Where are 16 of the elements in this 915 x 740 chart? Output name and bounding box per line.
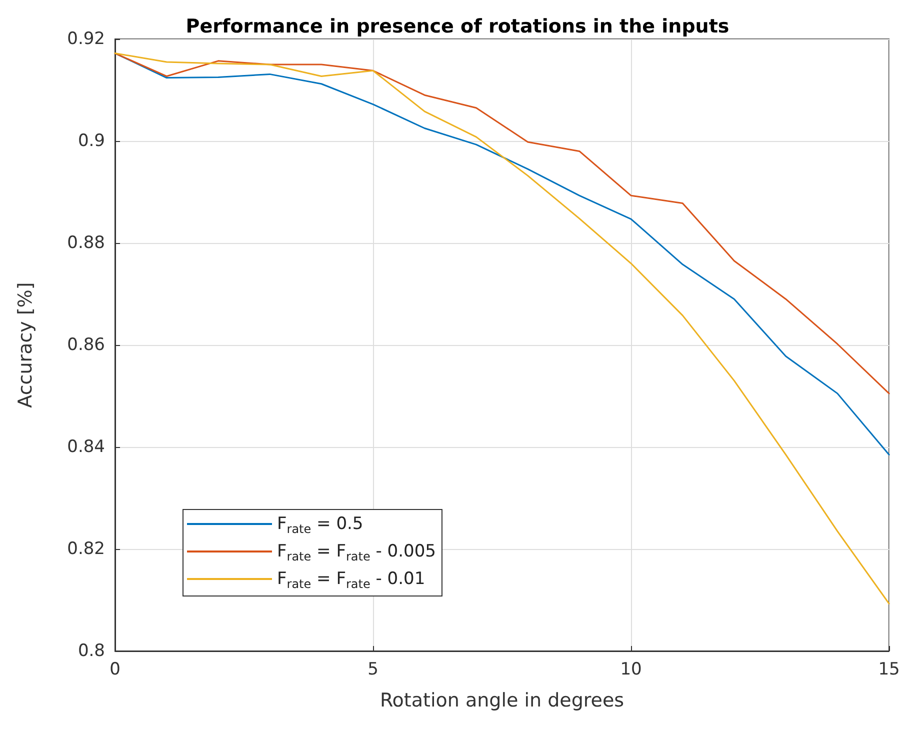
x-tick-label: 15 — [878, 660, 900, 680]
y-tick-label: 0.84 — [67, 437, 105, 457]
line-series — [114, 52, 890, 394]
chart-title: Performance in presence of rotations in the inputs — [186, 16, 730, 38]
y-tick-label: 0.9 — [78, 131, 105, 151]
y-tick-label: 0.92 — [67, 29, 105, 49]
x-tick-label: 10 — [620, 660, 642, 680]
line-series — [114, 52, 890, 604]
x-tick-label: 0 — [110, 660, 120, 680]
y-tick-label: 0.8 — [78, 641, 105, 661]
y-tick-label: 0.82 — [67, 539, 105, 559]
y-axis-title: Accuracy [%] — [14, 282, 36, 408]
y-tick-label: 0.88 — [67, 233, 105, 253]
x-axis-title: Rotation angle in degrees — [380, 690, 624, 712]
y-tick-label: 0.86 — [67, 335, 105, 355]
x-tick-label: 5 — [368, 660, 378, 680]
